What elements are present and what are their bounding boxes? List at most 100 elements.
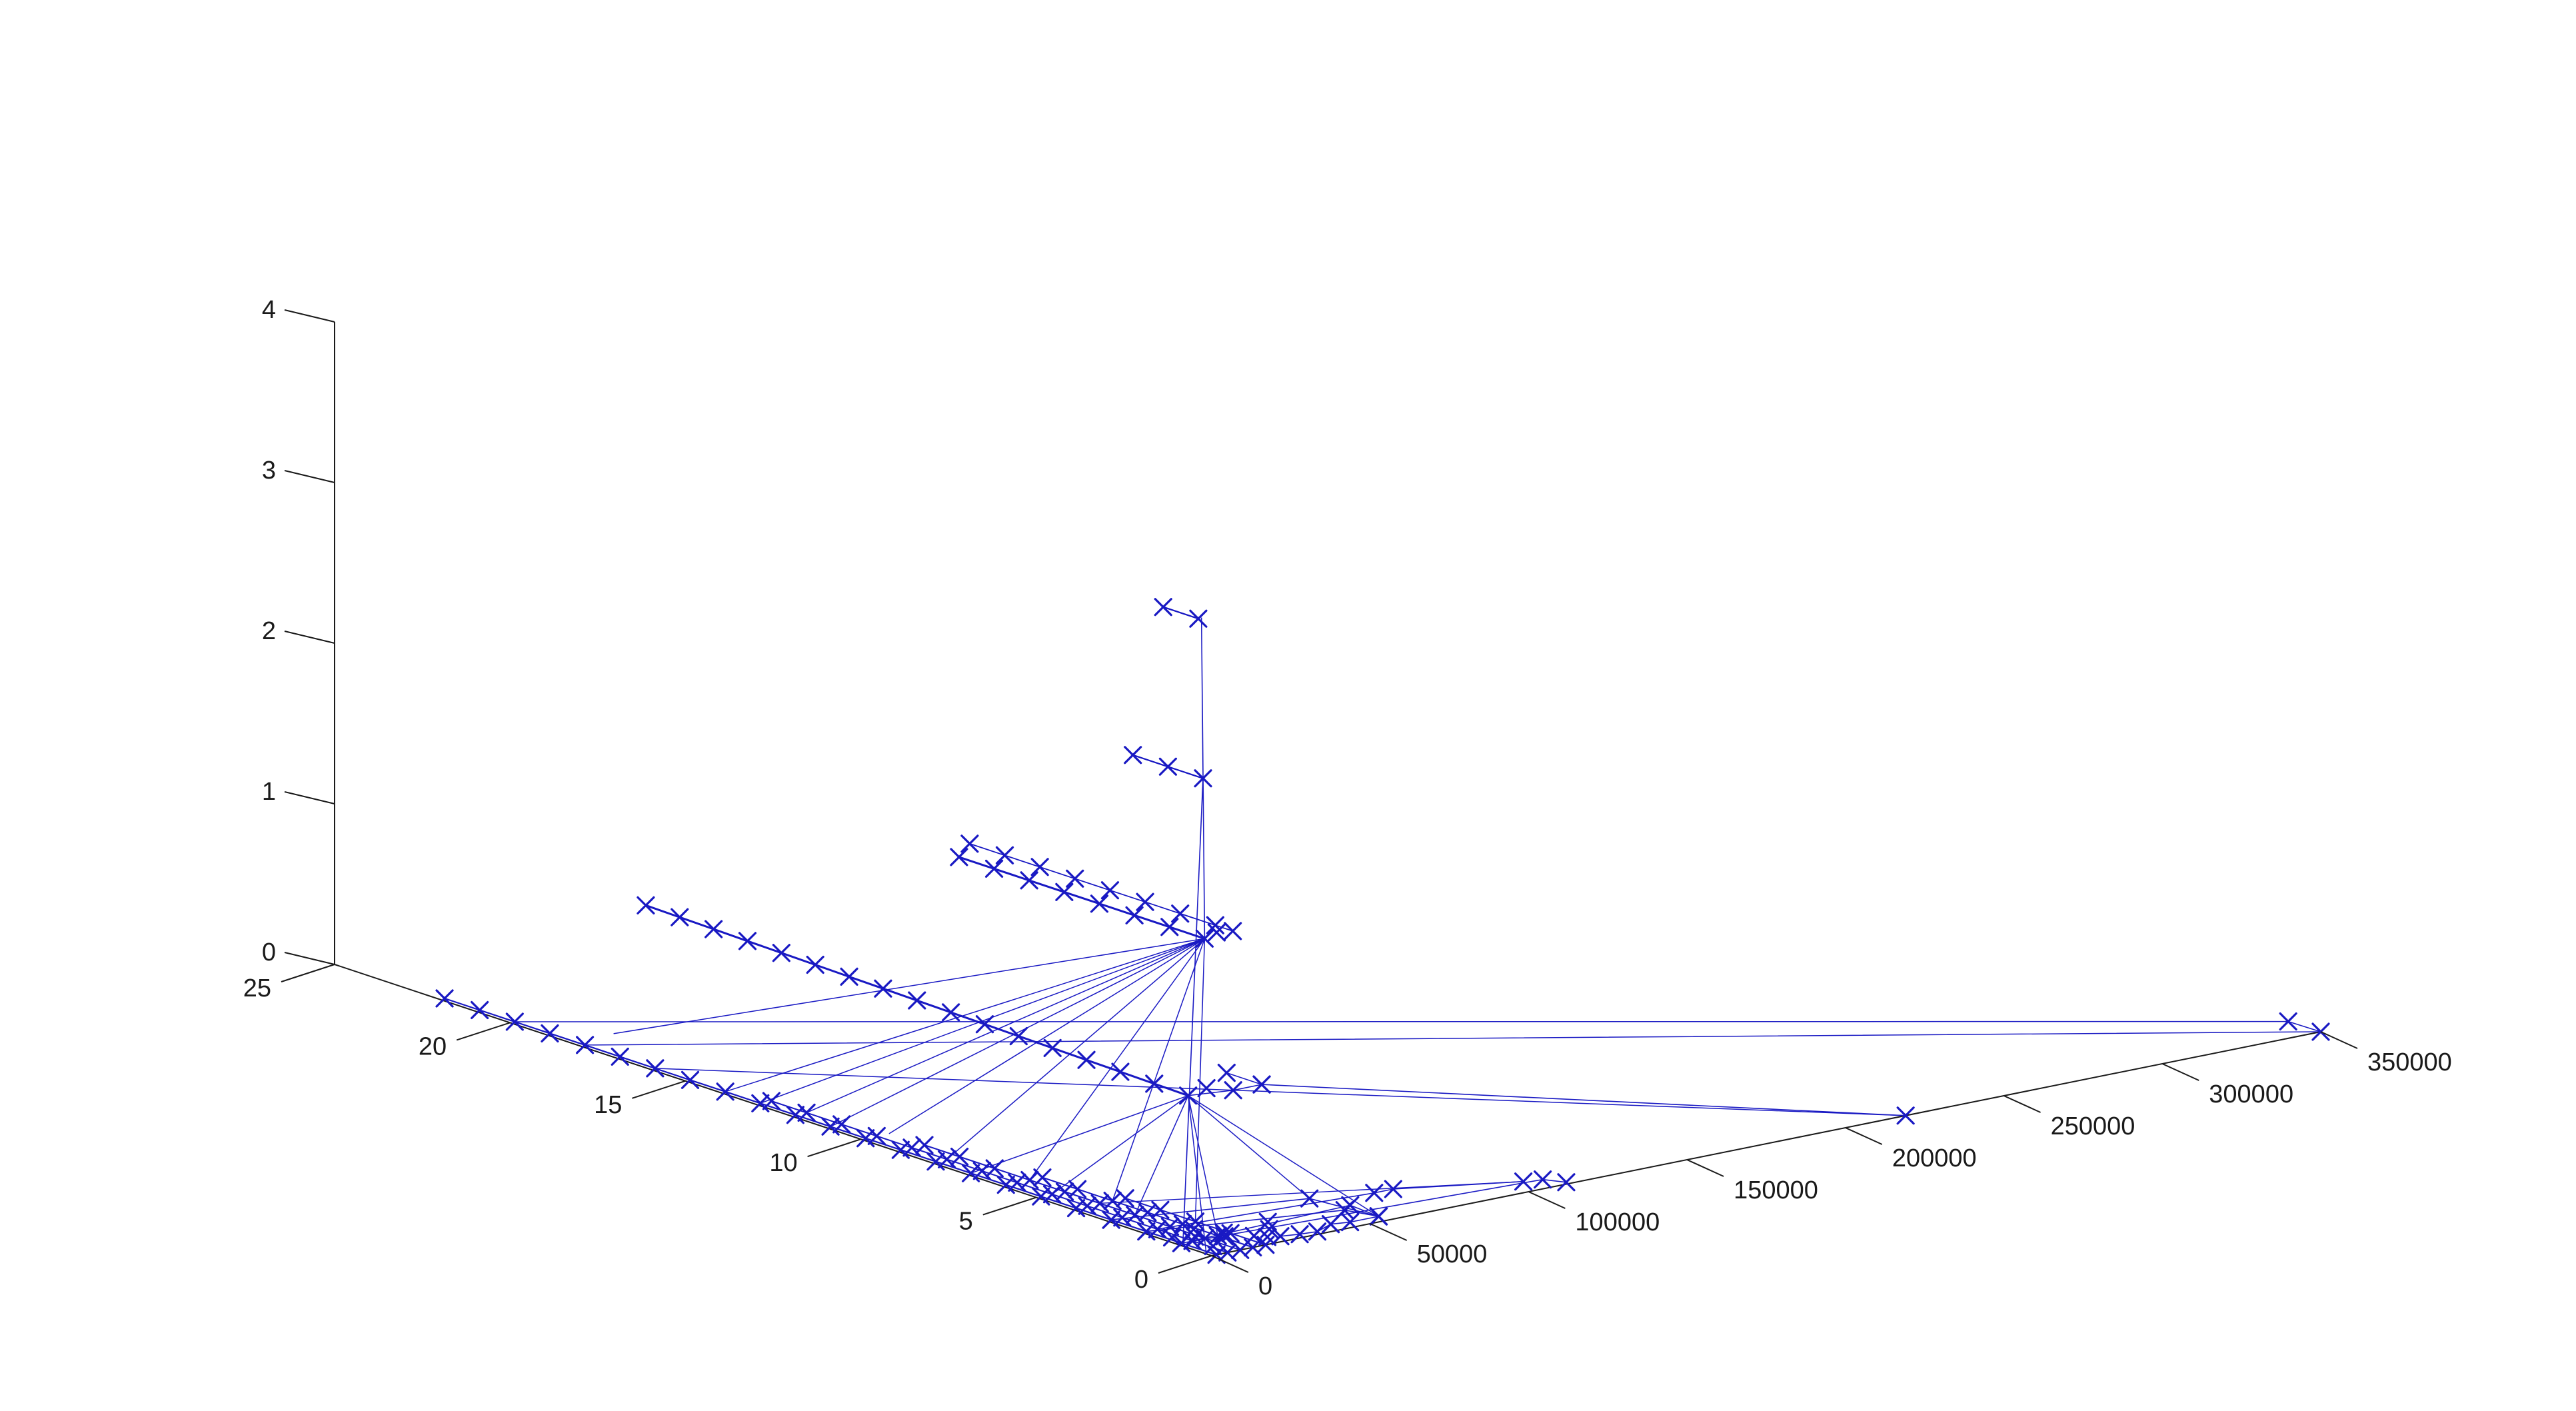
data-marker: [505, 1012, 524, 1031]
series-hub1-fan-9: [1112, 938, 1206, 1202]
x-axis-tick-mark: [1211, 1255, 1249, 1273]
data-marker: [1271, 1227, 1290, 1246]
data-marker: [1077, 1050, 1096, 1069]
data-marker: [1341, 1213, 1360, 1232]
x-axis-tick-mark: [1686, 1159, 1724, 1177]
series-top-z2: [1162, 606, 1199, 620]
data-marker: [646, 1059, 664, 1078]
y-axis-tick-label: 10: [769, 1149, 797, 1177]
data-marker: [995, 846, 1014, 864]
data-marker: [975, 1015, 994, 1034]
data-marker: [1184, 1220, 1203, 1239]
data-marker: [1195, 929, 1214, 948]
data-marker: [867, 1126, 886, 1145]
data-marker: [541, 1024, 559, 1043]
data-marker: [1090, 894, 1109, 913]
x-axis-tick-label: 250000: [2051, 1112, 2135, 1140]
z-axis-tick-mark: [284, 631, 335, 644]
data-marker: [1158, 757, 1177, 776]
data-marker: [1111, 1062, 1130, 1081]
data-marker: [1290, 1225, 1309, 1244]
data-marker: [1179, 1086, 1198, 1105]
z-axis-tick-mark: [284, 309, 335, 323]
data-marker: [637, 896, 655, 914]
z-axis-tick-label: 4: [262, 296, 276, 324]
y-axis-tick-mark: [281, 964, 335, 982]
x-axis-line: [1211, 1031, 2321, 1256]
z-axis-tick-mark: [284, 952, 335, 965]
series-axis-chain-3: [924, 1144, 1241, 1251]
data-marker: [680, 1070, 700, 1089]
data-marker: [1055, 882, 1074, 901]
data-marker: [1258, 1212, 1277, 1231]
data-marker: [1308, 1222, 1327, 1241]
data-marker: [1136, 892, 1154, 911]
data-marker: [1032, 1187, 1050, 1206]
data-marker: [576, 1036, 595, 1054]
data-marker: [915, 1136, 934, 1154]
x-axis-tick-label: 300000: [2209, 1080, 2293, 1108]
data-marker: [1204, 1236, 1222, 1256]
data-marker: [840, 967, 858, 986]
data-marker: [1260, 1220, 1278, 1238]
data-marker: [471, 1000, 489, 1020]
data-marker: [1151, 1200, 1170, 1219]
data-marker: [908, 991, 926, 1010]
x-axis-tick-mark: [1370, 1223, 1408, 1241]
data-marker: [874, 979, 892, 998]
y-axis-tick-mark: [1158, 1255, 1212, 1274]
data-marker: [1160, 918, 1179, 936]
data-marker: [1224, 1081, 1242, 1100]
series-hub2-fan-5: [1187, 1095, 1207, 1254]
data-marker: [435, 989, 454, 1008]
data-marker: [1534, 1170, 1552, 1189]
series-hub1-fan-7: [946, 938, 1206, 1160]
data-marker: [1102, 1210, 1120, 1229]
data-marker: [962, 1164, 980, 1182]
data-marker: [1322, 1215, 1340, 1234]
series-hub2-fan-7: [1187, 1095, 1380, 1217]
data-marker: [1033, 1168, 1052, 1187]
z-axis-tick-mark: [284, 470, 335, 483]
data-marker: [751, 1094, 770, 1112]
series-hub1-fan-1: [613, 938, 1206, 1034]
x-axis-tick-label: 100000: [1575, 1208, 1660, 1236]
z-axis-tick-label: 2: [262, 617, 276, 645]
data-marker: [772, 944, 790, 962]
data-marker: [891, 1140, 910, 1159]
series-axis-march: [1280, 1216, 1380, 1237]
data-marker: [738, 932, 757, 950]
data-marker: [1009, 1026, 1028, 1046]
x-axis-tick-label: 200000: [1892, 1144, 1977, 1172]
z-axis-tick-label: 1: [262, 778, 276, 806]
data-marker: [1189, 609, 1208, 628]
data-marker: [1341, 1196, 1360, 1214]
data-marker: [926, 1152, 945, 1171]
data-marker: [1557, 1173, 1576, 1192]
x-axis-tick-mark: [1845, 1127, 1883, 1145]
series-shelf2-a: [958, 856, 1206, 940]
data-marker: [670, 908, 689, 926]
data-marker: [716, 1082, 734, 1101]
data-marker: [821, 1117, 840, 1136]
data-marker: [960, 834, 979, 853]
data-marker: [1514, 1172, 1533, 1191]
y-axis-tick-mark: [807, 1138, 861, 1158]
data-marker: [1197, 1079, 1216, 1098]
x-axis-tick-mark: [1528, 1191, 1566, 1209]
x-axis-tick-mark: [2161, 1063, 2199, 1081]
data-marker: [1162, 1228, 1182, 1247]
y-axis-tick-label: 5: [959, 1208, 973, 1236]
x-axis-tick-mark: [2003, 1095, 2041, 1113]
series-hub1-fan-8: [1029, 938, 1206, 1181]
data-marker: [1206, 916, 1224, 934]
data-marker: [1148, 1220, 1167, 1238]
data-marker: [832, 1115, 851, 1134]
data-marker: [1896, 1106, 1915, 1125]
data-marker: [2279, 1012, 2297, 1031]
data-marker: [1020, 871, 1038, 890]
data-marker: [1100, 881, 1120, 900]
data-marker: [1207, 923, 1226, 942]
